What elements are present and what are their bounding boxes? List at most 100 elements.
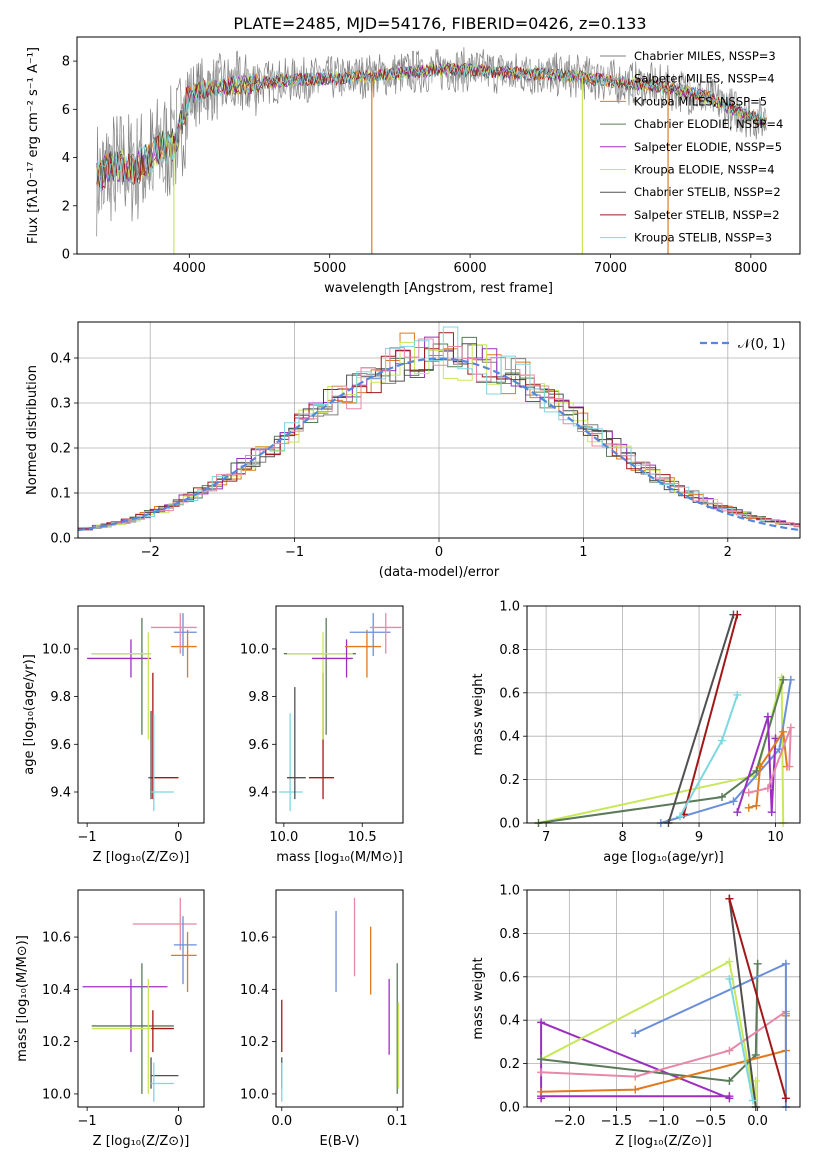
y-axis-label: age [log₁₀(age/yr)] [22,654,37,775]
x-tick-label: 2 [724,545,732,560]
x-tick-label: 0 [174,830,182,845]
legend-entry: Chabrier MILES, NSSP=3 [634,49,776,63]
weight-marker [729,797,738,806]
weight-marker [744,803,753,812]
weight-marker [733,690,742,699]
weight-marker [748,1096,757,1105]
x-tick-label: 10.5 [348,830,377,845]
y-axis-label: mass weight [471,673,486,755]
weight-line [660,679,792,824]
x-axis-label: Z [log₁₀(Z/Z⊙)] [615,1134,712,1149]
weight-marker [733,808,742,817]
spectrum-line-kroupa-stelib [96,62,767,193]
axes-frame [76,36,801,255]
weight-marker [631,1085,640,1094]
y-tick-label: 0.1 [50,487,71,502]
weight-marker [756,762,765,771]
histogram-series [86,338,800,529]
legend-entry: Kroupa ELODIE, NSSP=4 [634,163,775,177]
y-tick-label: 1.0 [499,600,520,615]
y-tick-label: 8 [62,55,70,70]
spectrum-line-salpeter-stelib [96,63,767,190]
weight-line [538,679,785,824]
x-tick-label: 8 [618,830,626,845]
axes-frame [77,321,801,539]
weight-marker [786,723,795,732]
y-tick-label: 0.0 [499,817,520,832]
weight-marker [733,610,742,619]
weight-marker [779,727,788,736]
y-tick-label: 0.0 [499,1101,520,1116]
weight-line [667,614,735,824]
y-tick-label: 6 [62,103,70,118]
age-vs-metallicity-chart: −1 0 9.4 9.6 9.8 10.0 Z [log₁₀(Z/Z⊙)] age [log₁… [22,605,205,865]
weight-line [728,978,754,1101]
y-tick-label: 10.2 [42,1035,71,1050]
y-tick-label: 4 [62,151,70,166]
weight-marker [725,974,734,983]
x-axis-label: mass [log₁₀(M/M⊙)] [276,850,403,865]
normal-curve [77,357,801,532]
x-tick-label: 6000 [454,261,487,276]
y-tick-label: 0.4 [499,730,520,745]
y-tick-label: 10.6 [240,931,269,946]
y-tick-label: 0.8 [499,927,520,942]
y-tick-label: 10.4 [240,983,269,998]
y-tick-label: 2 [62,199,70,214]
y-axis-label: mass [log₁₀(M/M⊙)] [15,935,30,1062]
weight-marker [725,1092,734,1101]
y-tick-label: 0.4 [499,1014,520,1029]
axes-frame [77,889,205,1108]
legend-entry: Chabrier STELIB, NSSP=2 [634,185,781,199]
y-axis-label: mass weight [471,957,486,1039]
x-tick-label: 0.0 [747,1114,768,1129]
weight-marker [753,959,762,968]
x-tick-label: 0.0 [271,1114,292,1129]
weight-marker [781,1094,790,1103]
y-tick-label: 0.4 [50,352,71,367]
legend-entry: Salpeter MILES, NSSP=4 [634,72,775,86]
y-tick-label: 9.4 [248,786,269,801]
weight-line [540,963,759,1083]
weight-marker [763,712,772,721]
y-tick-label: 10.4 [42,983,71,998]
legend-entry: 𝒩(0, 1) [738,337,785,352]
x-tick-label: 1 [579,545,587,560]
y-tick-label: 0.3 [50,397,71,412]
legend-entry: Salpeter ELODIE, NSSP=5 [634,140,782,154]
x-tick-label: −1 [78,830,97,845]
y-tick-label: 0.0 [50,532,71,547]
y-tick-label: 9.4 [50,786,71,801]
y-tick-label: 9.8 [248,690,269,705]
y-tick-label: 0 [62,248,70,263]
y-tick-label: 0.6 [499,686,520,701]
y-tick-label: 0.2 [499,773,520,788]
axes-frame [77,605,205,824]
axes-frame [275,889,404,1108]
weight-line [540,960,757,1108]
x-tick-label: 0 [174,1114,182,1129]
legend-entry: Salpeter STELIB, NSSP=2 [634,208,780,222]
weight-marker [767,808,776,817]
weight-marker [718,736,726,745]
y-tick-label: 0.6 [499,970,520,985]
x-axis-label: E(B-V) [319,1134,359,1149]
x-tick-label: −1.0 [648,1114,680,1129]
weight-marker [631,1029,640,1038]
legend-entry: Kroupa MILES, NSSP=5 [634,94,767,108]
weight-marker [781,959,790,968]
weight-line [748,727,792,794]
x-tick-label: −2 [141,545,160,560]
figure-title: PLATE=2485, MJD=54176, FIBERID=0426, z=0… [233,14,646,33]
y-tick-label: 9.6 [248,738,269,753]
x-axis-label: Z [log₁₀(Z/Z⊙)] [93,850,190,865]
weight-marker [785,762,794,771]
x-tick-label: −1 [78,1114,97,1129]
x-axis-label: wavelength [Angstrom, rest frame] [324,281,553,296]
x-tick-label: −2.0 [554,1114,586,1129]
weight-marker [537,1055,546,1064]
axes-frame [526,889,801,1108]
y-tick-label: 0.2 [499,1057,520,1072]
residuals-histogram: −2 −1 0 1 2 0.0 0.1 0.2 0.3 0.4 (data-model)/error… [25,321,801,580]
